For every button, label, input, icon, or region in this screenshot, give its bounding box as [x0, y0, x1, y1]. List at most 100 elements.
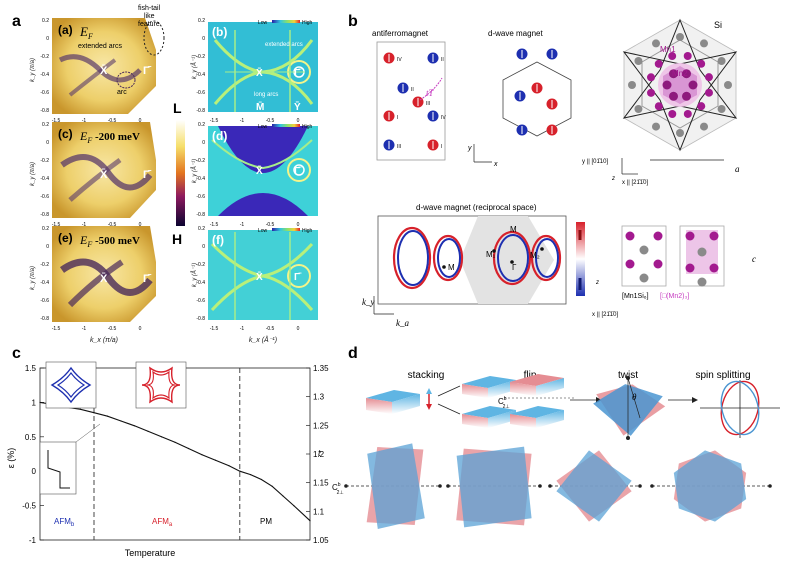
dft-xtick: -0.5 [266, 326, 275, 332]
dft-xtick: 0 [297, 118, 300, 124]
strain-point [201, 454, 203, 456]
spin-arrow-single [426, 388, 432, 410]
arpes-ytick: 0 [46, 36, 49, 42]
strain-point [309, 520, 311, 522]
svg-text:y: y [467, 145, 472, 152]
svg-text:[□(Mn2)₃]: [□(Mn2)₃] [660, 293, 689, 300]
axis-dot [446, 484, 450, 488]
sublattice-label: III [397, 144, 401, 150]
dft-ytick: -0.6 [196, 298, 205, 304]
sublattice-label: IV [397, 57, 402, 63]
svg-text:c: c [752, 254, 756, 264]
strain-point [228, 465, 230, 467]
energy-label-3: EF -500 meV [79, 233, 140, 249]
svg-text:Low: Low [258, 124, 268, 130]
arpes-ytick: -0.2 [40, 262, 49, 268]
strain-point [120, 420, 122, 422]
crystal-axes [621, 158, 724, 175]
energy-label-2: EF -200 meV [79, 129, 140, 145]
arpes-ytick: -0.8 [40, 212, 49, 218]
axis-dot [650, 484, 654, 488]
arpes-ytick: 0.2 [42, 226, 49, 232]
dft-ytick: -0.4 [196, 280, 205, 286]
ytick-label: -0.5 [22, 502, 36, 511]
strain-point [160, 436, 163, 438]
arpes-xtick: -1 [82, 222, 87, 228]
fermi-pocket-blue [397, 230, 429, 286]
ann-arc: arc [117, 89, 127, 96]
arpes-ytick: 0 [46, 140, 49, 146]
dft-point-x-3: X̄ [256, 271, 263, 283]
sublattice-label: III [426, 101, 430, 107]
point-g-1: Γ̄ [143, 65, 152, 77]
arpes-ytick: -0.8 [40, 108, 49, 114]
arpes-ytick: -0.4 [40, 72, 49, 78]
dft-xtick: -1.5 [210, 222, 219, 228]
dft-ytick: -0.4 [196, 176, 205, 182]
mn-atom [697, 59, 706, 68]
crystal-structure [622, 18, 738, 152]
fermi-pocket-red [432, 234, 464, 282]
theta-label: θ [632, 392, 637, 402]
colorbar-bottom: H [172, 231, 182, 247]
chart-xlabel: Temperature [125, 548, 176, 558]
ytick-label: 0.5 [25, 433, 37, 442]
svg-text:High: High [302, 124, 313, 130]
chart-ylabel: ε (%) [6, 448, 16, 469]
arpes-ytick: -0.6 [40, 298, 49, 304]
svg-text:M₂: M₂ [530, 251, 540, 260]
svg-text:k_y (π/a): k_y (π/a) [30, 58, 36, 82]
strain-point [260, 478, 262, 481]
svg-text:Low: Low [258, 20, 268, 26]
dft-ytick: -0.2 [196, 262, 205, 268]
ytick-label-right: 1.15 [313, 479, 329, 488]
dft-ytick: 0 [202, 140, 205, 146]
mn-atom [647, 88, 656, 97]
sub-label-f: (f) [212, 233, 224, 247]
dft-xtick: -1 [240, 326, 245, 332]
dft-map-3 [208, 230, 318, 320]
ytick-label-right: 1.1 [313, 507, 325, 516]
dft-ytick: -0.8 [196, 212, 205, 218]
arpes-ytick: -0.6 [40, 90, 49, 96]
arpes-colorbar: L H [172, 100, 185, 247]
panel-a: a (a) EF extended arcs fish-tail like feat… [12, 5, 318, 344]
region-pm: PM [260, 517, 272, 526]
dft-ytick: -0.4 [196, 72, 205, 78]
dft-xtick: -1 [240, 222, 245, 228]
panel-c-label: c [12, 345, 21, 362]
mn2-atom [682, 91, 691, 101]
unit-cells [621, 225, 725, 287]
svg-text:k_y (π/a): k_y (π/a) [30, 162, 36, 186]
axis-dot [768, 484, 772, 488]
axis-dot [548, 484, 552, 488]
dft-xtick: 0 [297, 326, 300, 332]
dwave-title: d-wave magnet [488, 29, 543, 38]
dft-point-y: Ȳ [294, 101, 301, 113]
tT-arrow [419, 77, 443, 101]
fermi-pocket-blue [497, 234, 529, 282]
si-atom [634, 105, 643, 113]
svg-text:Γ: Γ [512, 263, 517, 272]
flip-slab-upper-front [510, 382, 536, 396]
ytick-label-right: 1.25 [313, 421, 329, 430]
strain-point [147, 430, 149, 432]
inset-zoom [39, 423, 101, 495]
dft-xtick: -1 [240, 118, 245, 124]
inset-afm-a-fermi [135, 361, 187, 409]
si-atom [717, 57, 726, 65]
cell-atom [653, 259, 663, 269]
arpes-ytick: 0.2 [42, 18, 49, 24]
si-atom [676, 33, 684, 41]
si-atom [628, 81, 636, 89]
svg-text:M: M [510, 225, 517, 234]
mn-atom [668, 109, 677, 118]
flip-slab-upper-side [536, 378, 564, 396]
svg-text:k_y: k_y [362, 297, 375, 307]
arpes-tick-labels: 0.2 0.2 0 0 -0.2 -0.2 -0.4 -0.4 -0.6 -0.6 -0.8 -0.8… [40, 18, 299, 332]
sub-label-a: (a) [58, 23, 73, 37]
recip-colorbar [576, 222, 585, 296]
strain-point [250, 474, 252, 476]
k-point [510, 260, 514, 264]
